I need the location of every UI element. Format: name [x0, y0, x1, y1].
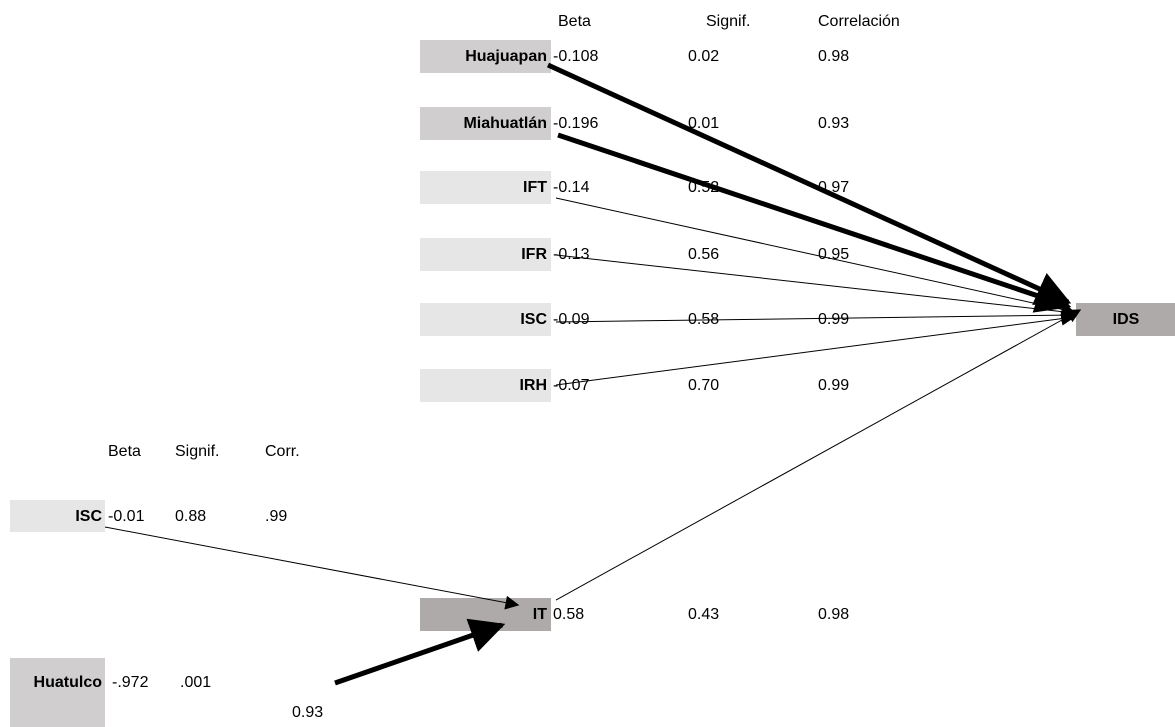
column-header: Correlación [818, 13, 900, 30]
arrow [557, 132, 1072, 313]
arrow [104, 526, 520, 610]
node-label: ISC [520, 311, 547, 328]
signif-value: 0.01 [688, 115, 719, 132]
node-box [1076, 303, 1175, 336]
beta-value: -0.108 [553, 48, 598, 65]
column-header: Corr. [265, 443, 300, 460]
node-box [420, 303, 551, 336]
column-header: Signif. [175, 443, 219, 460]
node-box [420, 171, 551, 204]
column-header: Beta [108, 443, 141, 460]
node-box [420, 40, 551, 73]
corr-value: 0.93 [292, 704, 323, 721]
node-box [10, 500, 105, 532]
node-box [10, 658, 105, 727]
arrow [555, 308, 1076, 323]
node-label: ISC [75, 508, 102, 525]
node-label: IFR [521, 246, 547, 263]
beta-value: -0.13 [553, 246, 590, 263]
arrow [555, 254, 1076, 319]
corr-value: 0.99 [818, 311, 849, 328]
corr-value: 0.93 [818, 115, 849, 132]
column-header: Signif. [706, 13, 750, 30]
arrow [555, 197, 1076, 317]
beta-value: -0.196 [553, 115, 598, 132]
node-box [420, 107, 551, 140]
node-box [420, 598, 551, 631]
node-label: Huatulco [34, 674, 103, 691]
signif-value: 0.02 [688, 48, 719, 65]
signif-value: 0.70 [688, 377, 719, 394]
signif-value: 0.43 [688, 606, 719, 623]
arrow [555, 309, 1082, 601]
node-label: Miahuatlán [463, 115, 547, 132]
node-box [420, 238, 551, 271]
arrows [104, 62, 1082, 686]
beta-value: 0.58 [553, 606, 584, 623]
arrow [555, 311, 1076, 386]
corr-value: 0.98 [818, 606, 849, 623]
beta-value: -.972 [112, 674, 149, 691]
beta-value: -0.01 [108, 508, 145, 525]
node-label: IT [533, 606, 547, 623]
beta-value: -0.14 [553, 179, 590, 196]
node-label: IRH [519, 377, 547, 394]
column-header: Beta [558, 13, 591, 30]
corr-value: 0.99 [818, 377, 849, 394]
beta-value: -0.07 [553, 377, 590, 394]
corr-value: .99 [265, 508, 287, 525]
node-box [420, 369, 551, 402]
arrow [546, 62, 1072, 305]
node-label: IDS [1113, 311, 1140, 328]
corr-value: 0.98 [818, 48, 849, 65]
signif-value: .001 [180, 674, 211, 691]
signif-value: 0.88 [175, 508, 206, 525]
node-label: IFT [523, 179, 547, 196]
corr-value: 0.95 [818, 246, 849, 263]
node-label: Huajuapan [465, 48, 547, 65]
arrow [334, 618, 506, 686]
signif-value: 0.56 [688, 246, 719, 263]
beta-value: -0.09 [553, 311, 590, 328]
